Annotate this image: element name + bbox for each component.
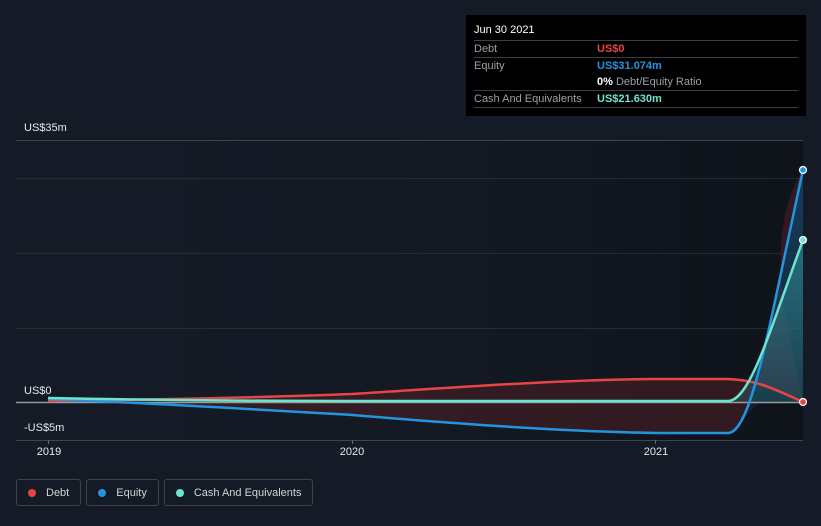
tooltip-row-cash: Cash And Equivalents US$21.630m xyxy=(474,91,798,108)
cash-area xyxy=(728,240,803,402)
cash-dot-icon xyxy=(175,488,184,497)
tooltip-label: Debt xyxy=(474,43,498,55)
equity-endpoint[interactable] xyxy=(798,165,808,175)
x-axis-label-2021: 2021 xyxy=(643,446,669,458)
ratio-value: 0% xyxy=(597,76,613,88)
debt-endpoint[interactable] xyxy=(798,397,808,407)
legend-label: Equity xyxy=(116,486,147,499)
tooltip-value: US$31.074m xyxy=(597,60,662,72)
tooltip-value: US$21.630m xyxy=(597,93,662,105)
legend-label: Cash And Equivalents xyxy=(193,486,302,499)
tooltip-row-debt: Debt US$0 xyxy=(474,41,798,58)
cash-line xyxy=(47,239,805,403)
legend-item-debt[interactable]: Debt xyxy=(16,479,82,506)
data-tooltip: Jun 30 2021 Debt US$0 Equity US$31.074m … xyxy=(466,15,806,116)
debt-line xyxy=(47,377,804,404)
x-axis-label-2019: 2019 xyxy=(36,446,62,458)
cash-endpoint[interactable] xyxy=(798,235,808,245)
tooltip-value: US$0 xyxy=(597,43,625,55)
y-axis-bottom-label: -US$5m xyxy=(24,422,65,434)
equity-line xyxy=(47,169,805,435)
legend-item-equity[interactable]: Equity xyxy=(86,479,159,506)
x-axis-label-2020: 2020 xyxy=(339,446,365,458)
tooltip-row-equity: Equity US$31.074m xyxy=(474,58,798,74)
y-axis-top-label: US$35m xyxy=(24,122,67,134)
debt-equity-area xyxy=(48,170,803,433)
legend-label: Debt xyxy=(46,486,70,499)
chart-legend: Debt Equity Cash And Equivalents xyxy=(16,479,314,506)
tooltip-label: Equity xyxy=(474,60,505,72)
y-axis-zero-label: US$0 xyxy=(24,385,52,397)
gridlines xyxy=(16,140,803,444)
tooltip-date: Jun 30 2021 xyxy=(474,23,798,41)
tooltip-row-ratio: 0% Debt/Equity Ratio xyxy=(474,74,798,91)
equity-dot-icon xyxy=(98,488,107,497)
ratio-label: Debt/Equity Ratio xyxy=(615,76,702,88)
debt-dot-icon xyxy=(28,488,36,497)
tooltip-label: Cash And Equivalents xyxy=(474,93,582,105)
legend-item-cash[interactable]: Cash And Equivalents xyxy=(163,479,314,506)
